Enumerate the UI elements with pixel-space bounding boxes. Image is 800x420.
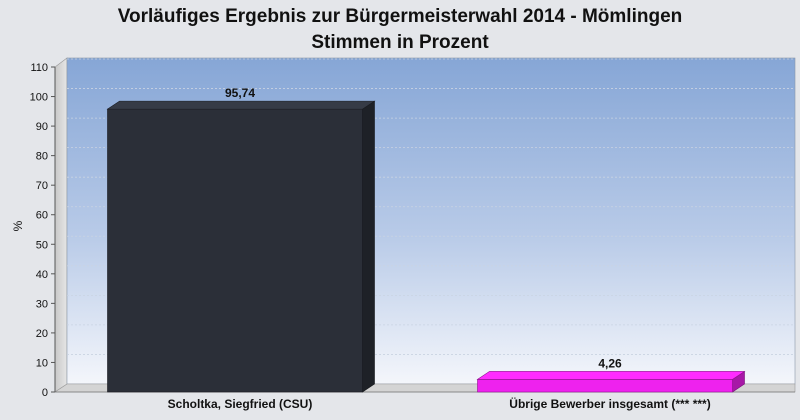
y-tick-label: 70: [36, 180, 48, 192]
y-tick-label: 50: [36, 239, 48, 251]
y-tick-label: 100: [30, 92, 48, 104]
bar-top: [476, 371, 746, 380]
y-tick-label: 40: [36, 269, 48, 281]
chart-subtitle: Stimmen in Prozent: [311, 32, 489, 53]
y-tick-label: 60: [36, 210, 48, 222]
data-label: 95,74: [225, 86, 255, 100]
y-tick-label: 30: [36, 298, 48, 310]
y-tick-label: 10: [36, 357, 48, 369]
chart-title-block: Vorläufiges Ergebnis zur Bürgermeisterwa…: [0, 4, 800, 56]
y-axis-label: %: [11, 220, 25, 231]
chart-title: Vorläufiges Ergebnis zur Bürgermeisterwa…: [117, 6, 683, 27]
x-tick-label: Scholtka, Siegfried (CSU): [168, 397, 313, 411]
bar-top: [106, 100, 376, 110]
y-tick-label: 90: [36, 121, 48, 133]
data-label: 4,26: [598, 356, 622, 370]
y-tick-label: 0: [42, 387, 48, 399]
y-tick-label: 20: [36, 328, 48, 340]
y-tick-label: 110: [30, 62, 48, 74]
y-tick-label: 80: [36, 151, 48, 163]
bar: [107, 108, 363, 393]
bar: [477, 379, 733, 393]
bar-side: [362, 100, 375, 393]
plot-left-wall: [54, 57, 68, 393]
x-tick-label: Übrige Bewerber insgesamt (*** ***): [509, 396, 710, 411]
